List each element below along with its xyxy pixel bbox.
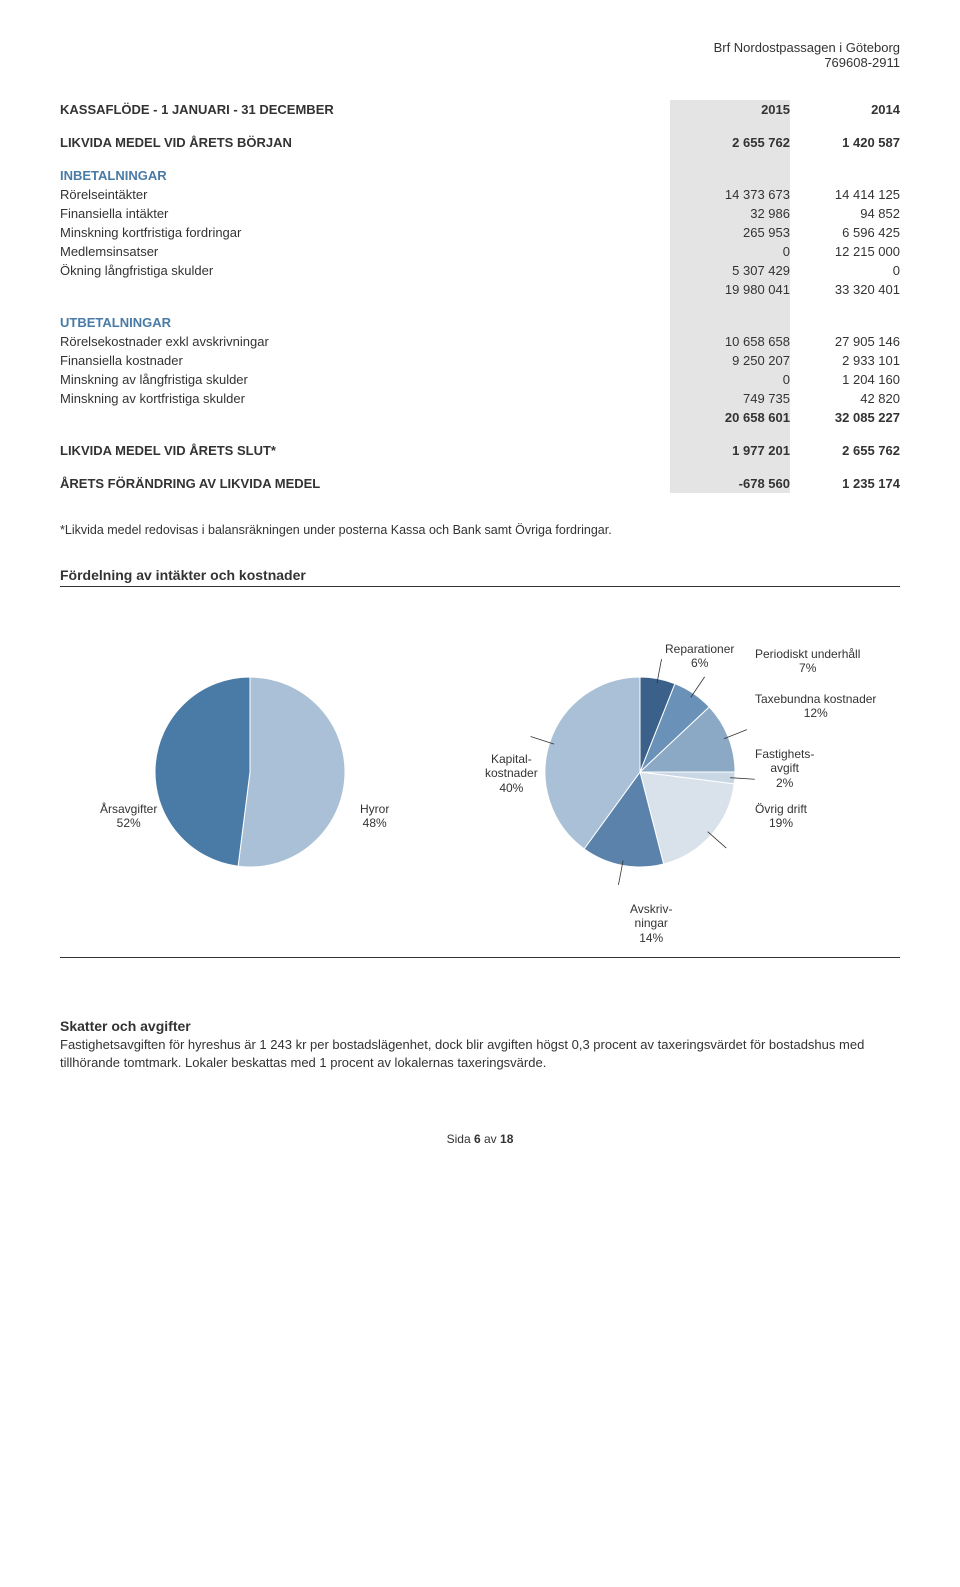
- row-label: Rörelsekostnader exkl avskrivningar: [60, 334, 680, 349]
- row-val-2014: 42 820: [790, 391, 900, 406]
- row-val-2014: 1 204 160: [790, 372, 900, 387]
- change-2015: -678 560: [680, 476, 790, 491]
- row-val-2015: 0: [680, 372, 790, 387]
- closing-2015: 1 977 201: [680, 443, 790, 458]
- taxes-title: Skatter och avgifter: [60, 1018, 900, 1034]
- row-label: Finansiella intäkter: [60, 206, 680, 221]
- row-val-2015: 749 735: [680, 391, 790, 406]
- row-val-2015: 32 986: [680, 206, 790, 221]
- row-val-2015: 14 373 673: [680, 187, 790, 202]
- row-label: Minskning av långfristiga skulder: [60, 372, 680, 387]
- footnote-text: *Likvida medel redovisas i balansräkning…: [60, 523, 900, 537]
- inbet-heading: INBETALNINGAR: [60, 168, 680, 183]
- pie-slice-label: Årsavgifter52%: [100, 802, 157, 831]
- income-pie-chart: Årsavgifter52% Hyror48%: [80, 642, 420, 902]
- taxes-text: Fastighetsavgiften för hyreshus är 1 243…: [60, 1036, 900, 1072]
- change-label: ÅRETS FÖRÄNDRING AV LIKVIDA MEDEL: [60, 476, 680, 491]
- cost-pie-chart: Reparationer6% Periodiskt underhåll7% Taxe…: [460, 627, 880, 917]
- row-val-2014: 6 596 425: [790, 225, 900, 240]
- org-number: 769608-2911: [60, 55, 900, 70]
- table-row: Finansiella intäkter32 98694 852: [60, 204, 900, 223]
- inbet-sum-2015: 19 980 041: [680, 282, 790, 297]
- opening-2014: 1 420 587: [790, 135, 900, 150]
- row-label: Minskning kortfristiga fordringar: [60, 225, 680, 240]
- pie-slice-label: Taxebundna kostnader12%: [755, 692, 876, 721]
- row-val-2014: 27 905 146: [790, 334, 900, 349]
- row-val-2015: 10 658 658: [680, 334, 790, 349]
- row-label: Medlemsinsatser: [60, 244, 680, 259]
- change-2014: 1 235 174: [790, 476, 900, 491]
- row-label: Ökning långfristiga skulder: [60, 263, 680, 278]
- org-name: Brf Nordostpassagen i Göteborg: [60, 40, 900, 55]
- opening-balance-label: LIKVIDA MEDEL VID ÅRETS BÖRJAN: [60, 135, 680, 150]
- table-title: KASSAFLÖDE - 1 JANUARI - 31 DECEMBER: [60, 102, 680, 117]
- row-val-2015: 9 250 207: [680, 353, 790, 368]
- row-val-2014: 94 852: [790, 206, 900, 221]
- table-row: Minskning kortfristiga fordringar265 953…: [60, 223, 900, 242]
- page-footer: Sida 6 av 18: [60, 1132, 900, 1146]
- year-2015: 2015: [680, 102, 790, 117]
- closing-2014: 2 655 762: [790, 443, 900, 458]
- closing-balance-label: LIKVIDA MEDEL VID ÅRETS SLUT*: [60, 443, 680, 458]
- cashflow-table: KASSAFLÖDE - 1 JANUARI - 31 DECEMBER 201…: [60, 100, 900, 493]
- pie-slice: [155, 677, 250, 866]
- table-row: Minskning av långfristiga skulder01 204 …: [60, 370, 900, 389]
- row-label: Finansiella kostnader: [60, 353, 680, 368]
- row-val-2014: 2 933 101: [790, 353, 900, 368]
- year-2014: 2014: [790, 102, 900, 117]
- utbet-sum-2015: 20 658 601: [680, 410, 790, 425]
- charts-section-title: Fördelning av intäkter och kostnader: [60, 567, 900, 587]
- pie-slice-label: Fastighets-avgift2%: [755, 747, 814, 790]
- table-row: Minskning av kortfristiga skulder749 735…: [60, 389, 900, 408]
- inbet-sum-2014: 33 320 401: [790, 282, 900, 297]
- row-label: Minskning av kortfristiga skulder: [60, 391, 680, 406]
- charts-container: Årsavgifter52% Hyror48% Reparationer6% Per…: [60, 607, 900, 958]
- row-val-2015: 5 307 429: [680, 263, 790, 278]
- row-val-2015: 0: [680, 244, 790, 259]
- pie-slice-label: Reparationer6%: [665, 642, 734, 671]
- row-val-2014: 0: [790, 263, 900, 278]
- row-label: Rörelseintäkter: [60, 187, 680, 202]
- pie-slice-label: Avskriv-ningar14%: [630, 902, 672, 945]
- pie-slice-label: Periodiskt underhåll7%: [755, 647, 860, 676]
- utbet-sum-2014: 32 085 227: [790, 410, 900, 425]
- table-row: Finansiella kostnader9 250 2072 933 101: [60, 351, 900, 370]
- row-val-2014: 12 215 000: [790, 244, 900, 259]
- pie-slice-label: Hyror48%: [360, 802, 389, 831]
- document-header: Brf Nordostpassagen i Göteborg 769608-29…: [60, 40, 900, 70]
- table-row: Ökning långfristiga skulder5 307 4290: [60, 261, 900, 280]
- table-row: Rörelseintäkter14 373 67314 414 125: [60, 185, 900, 204]
- row-val-2015: 265 953: [680, 225, 790, 240]
- opening-2015: 2 655 762: [680, 135, 790, 150]
- pie-slice-label: Kapital-kostnader40%: [485, 752, 538, 795]
- pie-slice-label: Övrig drift19%: [755, 802, 807, 831]
- taxes-section: Skatter och avgifter Fastighetsavgiften …: [60, 1018, 900, 1072]
- pie-slice: [238, 677, 345, 867]
- table-row: Rörelsekostnader exkl avskrivningar10 65…: [60, 332, 900, 351]
- table-row: Medlemsinsatser012 215 000: [60, 242, 900, 261]
- row-val-2014: 14 414 125: [790, 187, 900, 202]
- utbet-heading: UTBETALNINGAR: [60, 315, 680, 330]
